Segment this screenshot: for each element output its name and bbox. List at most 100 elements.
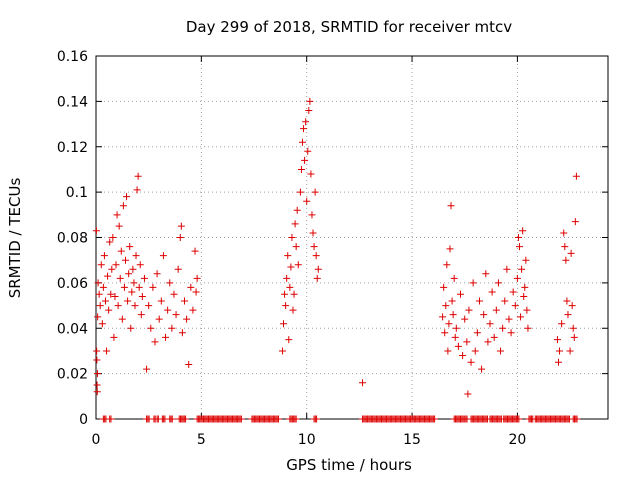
data-point <box>124 297 132 305</box>
data-point <box>520 292 528 300</box>
data-point <box>554 358 562 366</box>
data-point <box>298 138 306 146</box>
data-point <box>314 265 322 273</box>
data-point <box>128 288 136 296</box>
data-point <box>116 274 124 282</box>
data-point <box>505 315 513 323</box>
data-point <box>287 263 295 271</box>
data-point <box>97 261 105 269</box>
data-point <box>99 283 107 291</box>
data-point <box>284 252 292 260</box>
data-point <box>463 338 471 346</box>
data-point <box>482 270 490 278</box>
data-point <box>465 306 473 314</box>
data-point <box>300 125 308 133</box>
data-point <box>98 320 106 328</box>
data-point <box>237 415 245 423</box>
data-point <box>176 234 184 241</box>
data-point <box>513 274 521 282</box>
data-point <box>113 211 121 219</box>
data-point <box>556 347 564 355</box>
data-point <box>310 243 318 251</box>
data-point <box>486 320 494 328</box>
x-tick-label: 20 <box>508 432 526 448</box>
data-point <box>93 381 101 389</box>
data-point <box>516 243 524 251</box>
data-point <box>120 283 128 291</box>
data-point <box>499 324 507 332</box>
data-point <box>110 333 118 341</box>
data-point <box>459 351 467 359</box>
data-point <box>478 365 486 373</box>
data-point <box>281 290 289 298</box>
data-point <box>450 274 458 282</box>
data-point <box>125 270 133 278</box>
data-point <box>115 222 123 230</box>
data-point <box>503 265 511 273</box>
data-point <box>467 358 475 366</box>
data-point <box>292 415 300 423</box>
data-point <box>492 306 500 314</box>
data-point <box>464 390 472 398</box>
data-point <box>296 188 304 196</box>
data-point <box>448 297 456 305</box>
data-point <box>461 315 469 323</box>
data-point <box>93 388 101 396</box>
x-tick-label: 10 <box>298 432 316 448</box>
data-point <box>177 222 185 230</box>
data-point <box>303 197 311 205</box>
data-point <box>569 324 577 332</box>
data-point <box>94 313 102 321</box>
data-point <box>431 415 439 423</box>
data-point <box>309 229 317 237</box>
data-point <box>187 283 195 291</box>
data-point <box>564 311 572 319</box>
data-point <box>118 315 126 323</box>
data-point <box>445 320 453 328</box>
data-point <box>291 220 299 228</box>
data-point <box>560 229 568 237</box>
data-point <box>123 193 131 201</box>
data-point <box>127 324 135 332</box>
data-point <box>523 306 531 314</box>
data-point <box>304 147 312 155</box>
data-point <box>101 297 109 305</box>
data-point <box>451 333 459 341</box>
data-point <box>274 415 282 423</box>
data-point <box>111 292 119 300</box>
data-point <box>191 247 199 255</box>
data-point <box>108 265 116 273</box>
data-point <box>517 313 525 321</box>
data-point <box>138 292 146 300</box>
data-point <box>312 252 320 260</box>
data-point <box>497 347 505 355</box>
data-point <box>514 234 522 241</box>
data-point <box>170 290 178 298</box>
data-point <box>490 333 498 341</box>
y-tick-label: 0.06 <box>57 276 88 292</box>
data-point <box>282 302 290 310</box>
data-point <box>563 297 571 305</box>
data-point <box>443 261 451 269</box>
data-point <box>114 302 122 310</box>
data-point <box>484 338 492 346</box>
data-point <box>126 243 134 251</box>
data-point <box>452 324 460 332</box>
data-point <box>137 311 145 319</box>
data-point <box>562 256 570 264</box>
x-tick-label: 5 <box>197 432 206 448</box>
data-point <box>359 379 367 387</box>
data-point <box>313 415 321 423</box>
data-point <box>132 252 140 260</box>
data-point <box>511 302 519 310</box>
y-tick-label: 0.02 <box>57 367 88 383</box>
data-point <box>107 415 115 423</box>
x-tick-label: 0 <box>92 432 101 448</box>
data-point <box>143 365 151 373</box>
y-tick-label: 0.12 <box>57 140 88 156</box>
data-point <box>189 306 197 314</box>
data-point <box>121 256 129 264</box>
data-point <box>289 306 297 314</box>
data-point <box>573 415 581 423</box>
